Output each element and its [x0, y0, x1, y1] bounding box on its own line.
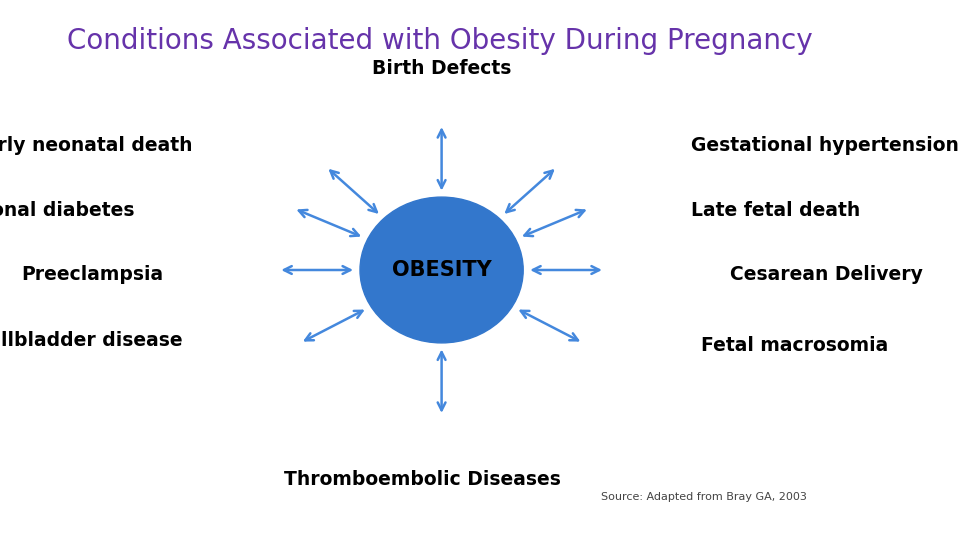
Text: Fetal macrosomia: Fetal macrosomia	[701, 336, 888, 355]
Text: Gestational diabetes: Gestational diabetes	[0, 201, 134, 220]
Text: Gestational hypertension: Gestational hypertension	[691, 136, 959, 156]
Ellipse shape	[360, 197, 523, 343]
Text: Gallbladder disease: Gallbladder disease	[0, 330, 182, 350]
Text: Early neonatal death: Early neonatal death	[0, 136, 192, 156]
Text: Birth Defects: Birth Defects	[372, 59, 512, 78]
Text: Thromboembolic Diseases: Thromboembolic Diseases	[284, 470, 561, 489]
Text: Preeclampsia: Preeclampsia	[21, 265, 163, 284]
Text: OBESITY: OBESITY	[392, 260, 492, 280]
Text: Late fetal death: Late fetal death	[691, 201, 860, 220]
Text: Conditions Associated with Obesity During Pregnancy: Conditions Associated with Obesity Durin…	[67, 27, 813, 55]
Text: Cesarean Delivery: Cesarean Delivery	[730, 265, 923, 284]
Text: Source: Adapted from Bray GA, 2003: Source: Adapted from Bray GA, 2003	[601, 492, 806, 502]
